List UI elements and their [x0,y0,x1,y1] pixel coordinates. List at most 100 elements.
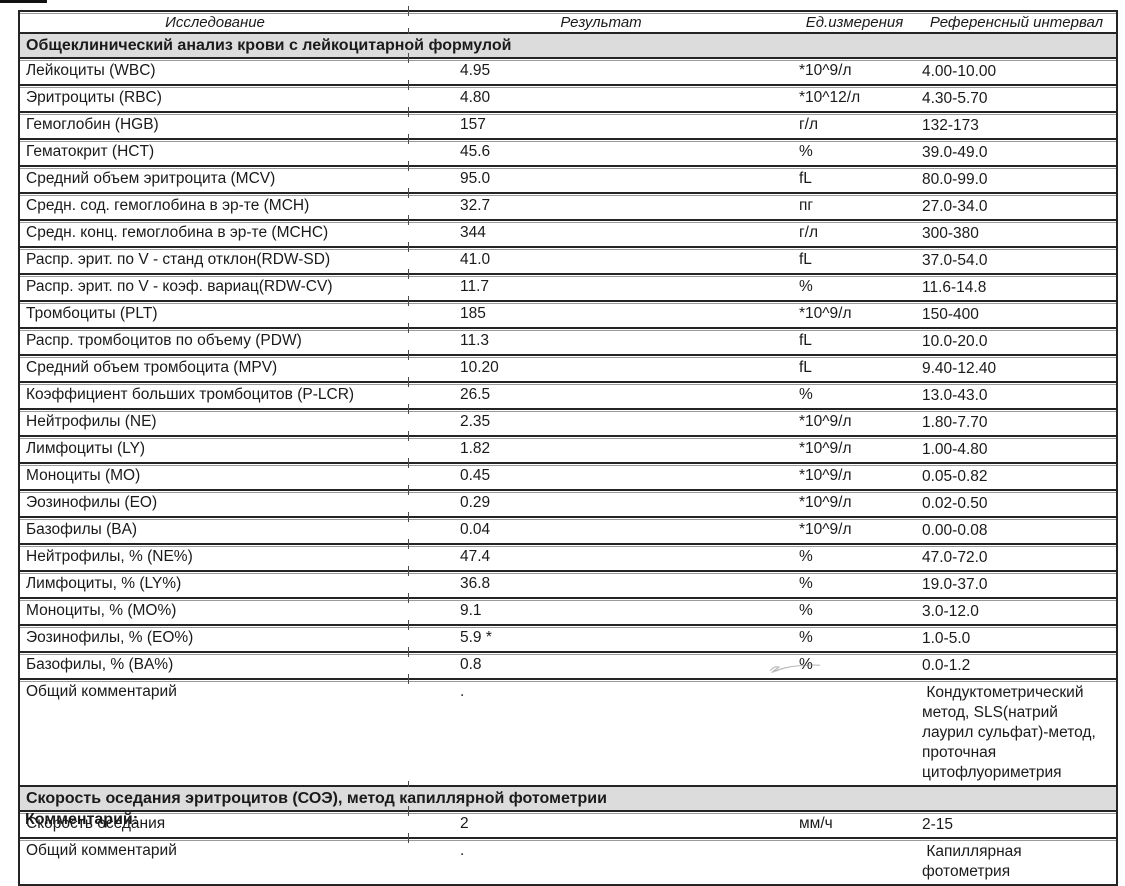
cell-ref: 13.0-43.0 [922,387,988,404]
cell-ref: Кондуктометрический метод, SLS(натрий ла… [922,684,1096,781]
table-row: Эозинофилы (EO) 0.29 *10^9/л 0.02-0.50 [20,485,1116,516]
cell-name: Средн. сод. гемоглобина в эр-те (MCH) [26,197,310,214]
cell-name: Базофилы (BA) [26,521,138,538]
cell-result: 1.82 [460,440,491,457]
cell-result: . [460,842,465,859]
cell-ref: 2-15 [922,816,954,833]
column-header-reference: Референсный интервал [929,14,1104,31]
cell-ref: Капиллярная фотометрия [922,843,1022,880]
table-row: Средний объем тромбоцита (MPV) 10.20 fL … [20,350,1116,381]
cell-units: *10^9/л [799,440,852,457]
cell-ref: 1.0-5.0 [922,630,971,647]
cell-units: *10^9/л [799,494,852,511]
cell-units: *10^9/л [799,467,852,484]
cell-result: 26.5 [460,386,491,403]
cell-units: *10^12/л [799,89,861,106]
cell-result: 4.80 [460,89,491,106]
cell-ref: 0.02-0.50 [922,495,988,512]
cell-result: 344 [460,224,486,241]
cell-ref: 4.00-10.00 [922,63,997,80]
table-row: Нейтрофилы, % (NE%) 47.4 % 47.0-72.0 [20,539,1116,570]
table-row: Базофилы, % (BA%) 0.8 % 0.0-1.2 [20,647,1116,678]
comment-footer-label: Комментарий: [25,811,139,828]
cell-ref: 150-400 [922,306,979,323]
cell-units [792,680,917,685]
cell-ref: 47.0-72.0 [922,549,988,566]
table-row: Моноциты (MO) 0.45 *10^9/л 0.05-0.82 [20,458,1116,489]
table-row: Общий комментарий . Кондуктометрический … [20,674,1116,785]
table-row: Эозинофилы, % (EO%) 5.9 * % 1.0-5.0 [20,620,1116,651]
cell-units: *10^9/л [799,521,852,538]
section-title: Общеклинический анализ крови с лейкоцита… [26,37,512,54]
cell-result: 36.8 [460,575,491,592]
cell-name: Лейкоциты (WBC) [26,62,156,79]
cell-name: Распр. эрит. по V - коэф. вариац(RDW-CV) [26,278,333,295]
table-row: Скорость оседания 2 мм/ч 2-15 [20,806,1116,837]
cell-result: 0.29 [460,494,491,511]
table-row: Лимфоциты, % (LY%) 36.8 % 19.0-37.0 [20,566,1116,597]
cell-result: 95.0 [460,170,491,187]
section-title: Скорость оседания эритроцитов (СОЭ), мет… [26,790,607,807]
cell-ref: 3.0-12.0 [922,603,979,620]
cell-units: % [799,386,813,403]
cell-units: fL [799,359,812,376]
cell-ref: 0.0-1.2 [922,657,971,674]
cell-name: Гемоглобин (HGB) [26,116,159,133]
cell-units: *10^9/л [799,305,852,322]
table-row: Средний объем эритроцита (MCV) 95.0 fL 8… [20,161,1116,192]
cell-units: *10^9/л [799,413,852,430]
table-row: Эритроциты (RBC) 4.80 *10^12/л 4.30-5.70 [20,80,1116,111]
cell-ref: 80.0-99.0 [922,171,988,188]
cell-units: % [799,656,813,673]
cell-result: 5.9 * [460,629,492,646]
cell-result: 9.1 [460,602,482,619]
table-body: Общеклинический анализ крови с лейкоцита… [20,28,1116,884]
cell-units: % [799,278,813,295]
cell-name: Эозинофилы (EO) [26,494,158,511]
cell-ref: 37.0-54.0 [922,252,988,269]
cell-name: Моноциты, % (MO%) [26,602,177,619]
cell-result: 157 [460,116,486,133]
column-header-study: Исследование [165,14,265,31]
cell-name: Общий комментарий [26,842,177,859]
cell-name: Лимфоциты (LY) [26,440,146,457]
cell-ref: 1.80-7.70 [922,414,988,431]
cell-name: Распр. эрит. по V - станд отклон(RDW-SD) [26,251,331,268]
cell-name: Тромбоциты (PLT) [26,305,158,322]
section-header-row: Скорость оседания эритроцитов (СОЭ), мет… [20,781,1116,810]
cell-ref: 0.00-0.08 [922,522,988,539]
cell-result: 0.8 [460,656,482,673]
cell-result: 185 [460,305,486,322]
table-row: Распр. тромбоцитов по объему (PDW) 11.3 … [20,323,1116,354]
table-row: Нейтрофилы (NE) 2.35 *10^9/л 1.80-7.70 [20,404,1116,435]
cell-name: Гематокрит (HCT) [26,143,155,160]
cell-units: fL [799,170,812,187]
cell-units: пг [799,197,814,214]
cell-units: г/л [799,224,819,241]
table-row: Средн. конц. гемоглобина в эр-те (MCHC) … [20,215,1116,246]
cell-result: 41.0 [460,251,491,268]
cell-result: 47.4 [460,548,491,565]
cell-result: 0.04 [460,521,491,538]
cell-name: Распр. тромбоцитов по объему (PDW) [26,332,302,349]
scan-artifact-top-left [0,0,47,3]
table-row: Тромбоциты (PLT) 185 *10^9/л 150-400 [20,296,1116,327]
cell-name: Средн. конц. гемоглобина в эр-те (MCHC) [26,224,329,241]
table-row: Распр. эрит. по V - станд отклон(RDW-SD)… [20,242,1116,273]
cell-ref: 300-380 [922,225,979,242]
cell-result: 0.45 [460,467,491,484]
cell-units: % [799,629,813,646]
cell-name: Моноциты (MO) [26,467,141,484]
cell-name: Средний объем эритроцита (MCV) [26,170,276,187]
cell-ref: 39.0-49.0 [922,144,988,161]
cell-units: г/л [799,116,819,133]
column-header-units: Ед.измерения [805,14,904,31]
cell-result: 11.7 [460,278,490,295]
table-row: Гемоглобин (HGB) 157 г/л 132-173 [20,107,1116,138]
cell-units: % [799,602,813,619]
cell-result: 10.20 [460,359,499,376]
cell-units: *10^9/л [799,62,852,79]
cell-result: 45.6 [460,143,491,160]
cell-ref: 132-173 [922,117,979,134]
cell-units: % [799,575,813,592]
